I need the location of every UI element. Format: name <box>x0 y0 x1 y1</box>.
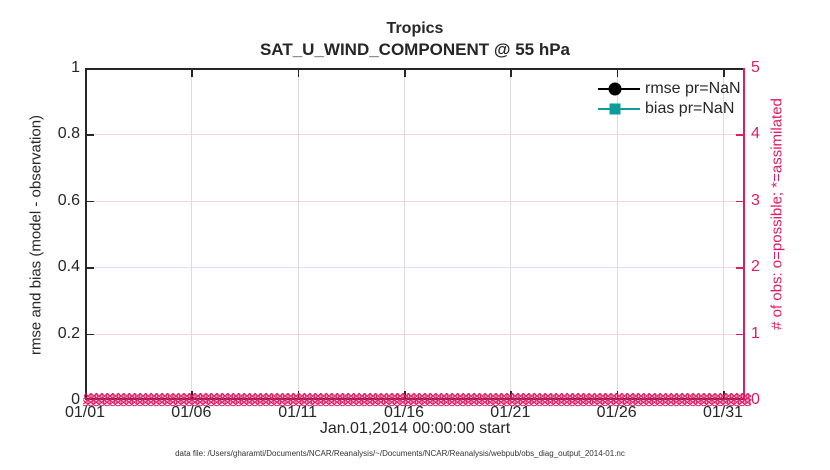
bottom-tick <box>616 391 619 398</box>
left-y-axis-label: rmse and bias (model - observation) <box>27 114 45 356</box>
bottom-tick <box>510 391 512 398</box>
h-gridline <box>87 267 743 269</box>
obs-possible-markers: ⊗⊗⊗⊗⊗⊗⊗⊗⊗⊗⊗⊗⊗⊗⊗⊗⊗⊗⊗⊗⊗⊗⊗⊗⊗⊗⊗⊗⊗⊗⊗⊗⊗⊗⊗⊗⊗⊗⊗⊗… <box>83 393 751 403</box>
top-tick <box>404 70 406 77</box>
right-tick <box>736 200 743 203</box>
h-gridline <box>87 200 743 202</box>
h-gridline <box>87 333 743 335</box>
x-tick-label: 01/21 <box>490 404 531 421</box>
v-gridline <box>616 70 618 398</box>
right-tick <box>736 134 743 136</box>
left-spine <box>85 68 87 400</box>
bias-line-sample <box>598 99 640 119</box>
v-gridline <box>297 70 299 398</box>
bottom-tick <box>404 391 406 398</box>
obs-count-marker-band: ⊗⊗⊗⊗⊗⊗⊗⊗⊗⊗⊗⊗⊗⊗⊗⊗⊗⊗⊗⊗⊗⊗⊗⊗⊗⊗⊗⊗⊗⊗⊗⊗⊗⊗⊗⊗⊗⊗⊗⊗… <box>83 393 751 407</box>
right-tick-label: 5 <box>751 59 760 76</box>
legend: rmse pr=NaN bias pr=NaN <box>598 79 741 119</box>
top-tick <box>510 70 512 77</box>
top-spine <box>85 68 745 70</box>
bottom-tick <box>297 391 300 398</box>
right-spine <box>743 68 745 400</box>
right-tick-label: 0 <box>751 391 760 408</box>
bottom-tick <box>723 391 725 398</box>
v-gridline <box>723 70 724 398</box>
plot-area <box>85 68 745 400</box>
x-axis-label: Jan.01,2014 00:00:00 start <box>319 420 511 437</box>
x-tick-label: 01/16 <box>383 404 425 421</box>
bottom-tick <box>191 391 193 398</box>
left-tick <box>87 134 94 136</box>
legend-item-rmse: rmse pr=NaN <box>598 79 741 99</box>
x-tick-label: 01/31 <box>702 404 744 421</box>
plot-title: Tropics <box>386 20 444 37</box>
rmse-line-sample <box>598 79 640 99</box>
plot-subtitle: SAT_U_WIND_COMPONENT @ 55 hPa <box>259 40 571 59</box>
legend-item-bias: bias pr=NaN <box>598 99 741 119</box>
h-gridline <box>87 134 743 136</box>
top-tick <box>191 70 193 77</box>
rmse-circle-marker-icon <box>608 82 622 96</box>
left-tick <box>87 267 94 269</box>
right-tick-label: 1 <box>751 324 760 342</box>
left-tick <box>87 200 94 203</box>
top-tick <box>297 70 300 77</box>
right-tick <box>736 267 743 269</box>
top-tick <box>723 70 725 77</box>
x-tick-label: 01/01 <box>64 404 106 421</box>
x-tick-label: 01/06 <box>171 404 212 421</box>
right-tick <box>736 333 743 336</box>
bottom-spine <box>85 398 745 400</box>
right-tick-label: 4 <box>751 125 760 143</box>
right-tick-label: 3 <box>751 191 760 209</box>
left-tick <box>87 333 94 336</box>
x-tick-label: 01/11 <box>278 404 318 421</box>
x-tick-label: 01/26 <box>596 404 637 421</box>
v-gridline <box>404 70 405 398</box>
bias-square-marker-icon <box>609 103 621 115</box>
legend-label-bias: bias pr=NaN <box>645 100 735 117</box>
legend-label-rmse: rmse pr=NaN <box>645 80 741 97</box>
right-tick-label: 2 <box>751 258 760 276</box>
v-gridline <box>510 70 512 398</box>
right-y-axis-label: # of obs: o=possible; *=assimilated <box>768 98 786 330</box>
v-gridline <box>191 70 193 398</box>
obs-assimilated-markers: ⊗⊗⊗⊗⊗⊗⊗⊗⊗⊗⊗⊗⊗⊗⊗⊗⊗⊗⊗⊗⊗⊗⊗⊗⊗⊗⊗⊗⊗⊗⊗⊗⊗⊗⊗⊗⊗⊗⊗⊗… <box>83 395 751 407</box>
top-tick <box>616 70 619 77</box>
data-file-caption: data file: /Users/gharamti/Documents/NCA… <box>175 449 625 458</box>
